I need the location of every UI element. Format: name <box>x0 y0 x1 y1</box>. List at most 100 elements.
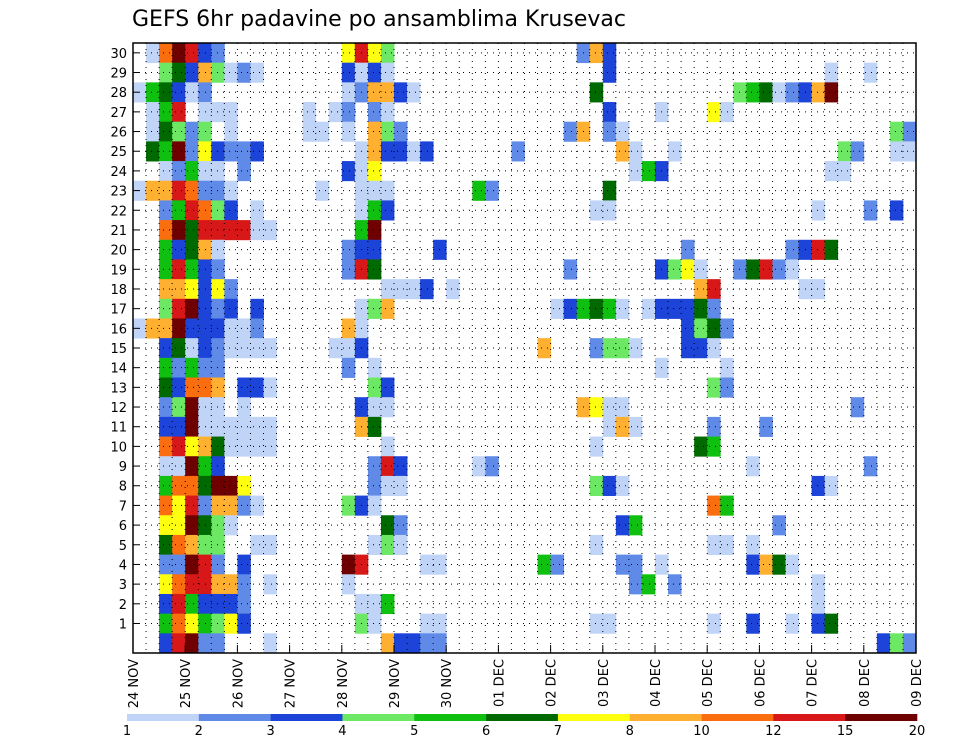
heatmap-cell <box>250 141 264 162</box>
heatmap-cell <box>198 318 212 339</box>
heatmap-cell <box>589 475 604 496</box>
y-tick-label: 10 <box>110 440 127 455</box>
heatmap-cell <box>707 318 721 339</box>
heatmap-cell <box>172 416 186 437</box>
heatmap-cell <box>889 200 904 221</box>
heatmap-cell <box>237 377 251 398</box>
x-tick-label: 06 DEC <box>753 659 768 707</box>
heatmap-cell <box>367 141 382 162</box>
heatmap-cell <box>641 298 656 319</box>
heatmap-cell <box>367 495 382 516</box>
legend-label: 2 <box>195 724 203 739</box>
heatmap-cell <box>250 436 264 457</box>
heatmap-cell <box>746 534 760 556</box>
heatmap-cell <box>720 495 734 516</box>
heatmap-cell <box>367 220 382 241</box>
legend-swatch <box>773 714 846 721</box>
y-tick-label: 20 <box>110 244 127 259</box>
y-tick-label: 7 <box>119 499 127 514</box>
heatmap-cell <box>367 62 382 83</box>
heatmap-cell <box>628 416 643 437</box>
heatmap-cell <box>824 475 839 496</box>
heatmap-cell <box>198 436 212 457</box>
heatmap-cell <box>211 495 225 516</box>
heatmap-cell <box>889 633 904 654</box>
heatmap-cell <box>211 200 225 221</box>
heatmap-cell <box>211 357 225 378</box>
legend-label: 20 <box>909 724 926 739</box>
heatmap-cell <box>720 102 734 123</box>
heatmap-cell <box>159 554 173 575</box>
heatmap-cell <box>394 279 408 300</box>
legend-swatch <box>701 714 774 721</box>
heatmap-cell <box>211 62 225 83</box>
heatmap-cell <box>224 416 238 437</box>
heatmap-cell <box>615 416 630 437</box>
heatmap-cell <box>367 239 382 260</box>
heatmap-cell <box>185 534 199 556</box>
x-tick-label: 02 DEC <box>545 659 560 707</box>
heatmap-cell <box>367 121 382 142</box>
heatmap-cell <box>185 593 199 615</box>
heatmap-cell <box>602 416 617 437</box>
legend-swatch <box>270 714 343 721</box>
heatmap-cell <box>211 397 225 418</box>
heatmap-cell <box>681 338 695 359</box>
heatmap-cell <box>263 633 277 654</box>
x-tick-label: 24 NOV <box>127 659 142 708</box>
heatmap-cell <box>198 534 212 556</box>
heatmap-cell <box>615 397 630 418</box>
heatmap-cell <box>250 416 264 437</box>
heatmap-cell <box>589 397 604 418</box>
heatmap-cell <box>589 338 604 359</box>
heatmap-cell <box>198 62 212 83</box>
heatmap-cell <box>367 377 382 398</box>
legend-label: 3 <box>266 724 274 739</box>
heatmap-cell <box>720 318 734 339</box>
heatmap-cell <box>172 515 186 536</box>
heatmap-cell <box>707 495 721 516</box>
heatmap-cell <box>341 574 356 595</box>
heatmap-cell <box>185 574 199 595</box>
heatmap-cell <box>172 161 186 182</box>
heatmap-cell <box>380 121 395 142</box>
heatmap-cell <box>237 613 251 634</box>
x-tick-label: 08 DEC <box>858 659 873 707</box>
heatmap-cell <box>720 357 734 378</box>
heatmap-cell <box>198 475 212 496</box>
heatmap-cell <box>380 82 395 103</box>
heatmap-cell <box>211 298 225 319</box>
heatmap-cell <box>315 121 330 142</box>
heatmap-cell <box>172 279 186 300</box>
heatmap-cell <box>185 121 199 142</box>
heatmap-cell <box>824 613 839 634</box>
heatmap-cell <box>237 62 251 83</box>
heatmap-cell <box>172 298 186 319</box>
y-tick-label: 29 <box>110 67 127 82</box>
y-tick-label: 15 <box>110 342 127 357</box>
heatmap-cell <box>602 121 617 142</box>
heatmap-cell <box>146 102 160 123</box>
heatmap-cell <box>837 141 852 162</box>
heatmap-cell <box>746 613 760 634</box>
heatmap-cell <box>185 62 199 83</box>
heatmap-cell <box>824 239 839 260</box>
heatmap-cell <box>198 456 212 477</box>
heatmap-cell <box>198 82 212 103</box>
heatmap-cell <box>589 436 604 457</box>
heatmap-cell <box>172 534 186 556</box>
heatmap-cell <box>159 180 173 201</box>
y-tick-label: 2 <box>119 598 127 613</box>
heatmap-cell <box>185 357 199 378</box>
heatmap-cell <box>380 298 395 319</box>
heatmap-cell <box>902 121 917 142</box>
heatmap-cell <box>707 534 721 556</box>
heatmap-cell <box>198 239 212 260</box>
heatmap-cell <box>211 141 225 162</box>
heatmap-cell <box>341 161 356 182</box>
heatmap-cell <box>615 141 630 162</box>
heatmap-cell <box>772 554 786 575</box>
heatmap-cell <box>185 239 199 260</box>
heatmap-cell <box>694 436 708 457</box>
legend-label: 5 <box>410 724 418 739</box>
